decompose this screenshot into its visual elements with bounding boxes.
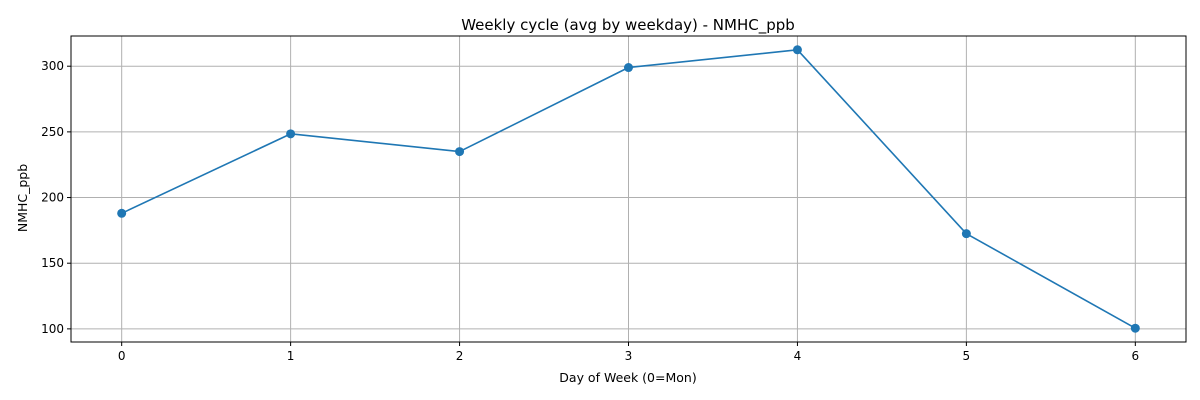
x-tick-label: 6: [1131, 349, 1139, 363]
x-axis-label: Day of Week (0=Mon): [559, 370, 696, 385]
data-point: [961, 229, 971, 239]
y-tick-label: 100: [41, 322, 64, 336]
y-tick-label: 200: [41, 191, 64, 205]
y-axis-ticks: 100 150 200 250 300: [41, 59, 71, 336]
data-point: [286, 129, 296, 139]
grid: [71, 36, 1186, 342]
chart-title: Weekly cycle (avg by weekday) - NMHC_ppb: [461, 16, 795, 35]
data-point: [624, 63, 633, 73]
x-tick-label: 0: [118, 349, 126, 363]
x-axis-ticks: 0 1 2 3 4 5 6: [118, 342, 1139, 363]
x-tick-label: 5: [963, 349, 971, 363]
y-tick-label: 150: [41, 256, 64, 270]
x-tick-label: 4: [794, 349, 802, 363]
x-tick-label: 2: [456, 349, 464, 363]
data-point: [455, 147, 465, 157]
data-point: [117, 208, 127, 218]
x-tick-label: 1: [287, 349, 295, 363]
series-layer: [117, 45, 1140, 333]
y-tick-label: 250: [41, 125, 64, 139]
data-point: [1130, 323, 1140, 333]
data-point: [792, 45, 802, 55]
x-tick-label: 3: [625, 349, 633, 363]
y-axis-label: NMHC_ppb: [15, 164, 30, 232]
y-tick-label: 300: [41, 59, 64, 73]
